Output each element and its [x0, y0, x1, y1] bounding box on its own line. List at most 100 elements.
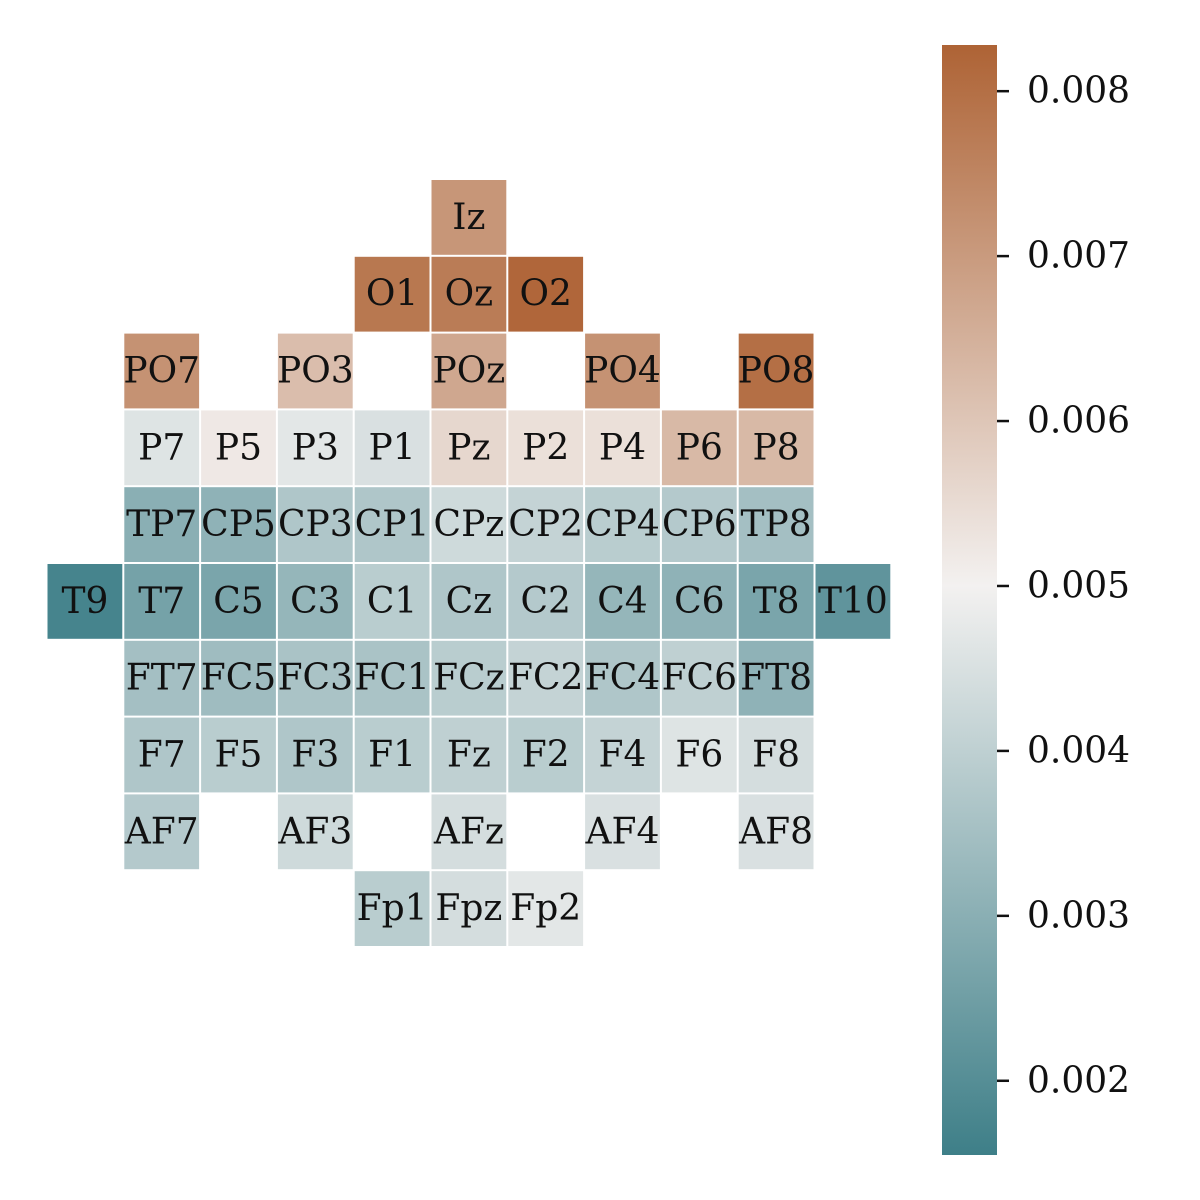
- electrode-cell-ft7: FT7: [124, 640, 200, 716]
- electrode-cell-rect: [738, 333, 814, 409]
- electrode-cell-c5: C5: [201, 564, 276, 639]
- electrode-label: C1: [367, 581, 417, 622]
- electrode-cell-rect: [738, 794, 814, 870]
- electrode-label: CP5: [201, 504, 276, 545]
- colorbar-tick: 0.005: [997, 565, 1130, 606]
- electrode-cell-c4: C4: [585, 564, 660, 639]
- electrode-cell-rect: [354, 410, 430, 486]
- electrode-cell-rect: [124, 564, 200, 639]
- electrode-cell-rect: [585, 717, 660, 793]
- electrode-label: F7: [138, 735, 186, 776]
- electrode-cell-p5: P5: [201, 410, 276, 486]
- electrode-cell-rect: [431, 256, 507, 332]
- electrode-label: Fpz: [435, 888, 502, 929]
- electrode-cell-rect: [277, 717, 353, 793]
- electrode-cell-rect: [508, 564, 584, 639]
- electrode-cell-p7: P7: [124, 410, 200, 486]
- electrode-cell-rect: [201, 410, 276, 486]
- electrode-cell-p1: P1: [354, 410, 430, 486]
- electrode-cell-rect: [431, 794, 507, 870]
- electrode-cell-tp8: TP8: [738, 487, 814, 562]
- electrode-cell-rect: [508, 717, 584, 793]
- electrode-label: PO8: [738, 351, 815, 392]
- electrode-cell-p8: P8: [738, 410, 814, 486]
- electrode-cell-t10: T10: [815, 564, 891, 639]
- electrode-cell-rect: [124, 640, 200, 716]
- electrode-cell-rect: [124, 487, 200, 562]
- electrode-cell-po8: PO8: [738, 333, 815, 409]
- electrode-label: CP3: [278, 504, 353, 545]
- colorbar-tick-label: 0.003: [1027, 895, 1130, 936]
- electrode-label: FC4: [585, 658, 660, 699]
- electrode-cell-o1: O1: [354, 256, 430, 332]
- colorbar-tick-label: 0.008: [1027, 71, 1130, 112]
- electrode-label: F8: [752, 735, 800, 776]
- electrode-cell-rect: [585, 487, 660, 562]
- colorbar-tick-label: 0.006: [1027, 401, 1130, 442]
- electrode-cell-rect: [738, 564, 814, 639]
- electrode-cell-cz: Cz: [431, 564, 507, 639]
- electrode-label: C3: [290, 581, 340, 622]
- electrode-cell-c1: C1: [354, 564, 430, 639]
- electrode-label: T9: [61, 581, 108, 622]
- electrode-label: PO7: [123, 351, 200, 392]
- electrode-cell-rect: [277, 564, 353, 639]
- electrode-cell-rect: [354, 717, 430, 793]
- electrode-label: T7: [138, 581, 185, 622]
- electrode-cell-cp3: CP3: [277, 487, 353, 562]
- electrode-label: P2: [522, 427, 569, 468]
- heatmap-grid: Iz O1 Oz O2 PO7 PO3 POz PO4 PO8 P7 P5 P3 P1 Pz P2 P4 P6 P…: [47, 180, 891, 946]
- colorbar-tick: 0.007: [997, 236, 1130, 277]
- electrode-label: AF8: [738, 811, 813, 852]
- electrode-cell-rect: [431, 564, 507, 639]
- electrode-cell-fp2: Fp2: [508, 871, 584, 946]
- electrode-cell-p4: P4: [585, 410, 660, 486]
- electrode-cell-t7: T7: [124, 564, 200, 639]
- electrode-label: PO3: [277, 351, 354, 392]
- electrode-label: TP8: [741, 504, 812, 545]
- electrode-cell-rect: [738, 640, 814, 716]
- electrode-label: PO4: [584, 351, 661, 392]
- electrode-label: FT7: [126, 658, 198, 699]
- electrode-cell-c3: C3: [277, 564, 353, 639]
- electrode-cell-rect: [661, 564, 737, 639]
- electrode-cell-rect: [124, 794, 200, 870]
- electrode-cell-fc2: FC2: [508, 640, 583, 716]
- electrode-cell-rect: [508, 410, 584, 486]
- electrode-cell-fcz: FCz: [431, 640, 507, 716]
- electrode-label: Cz: [446, 581, 493, 622]
- electrode-label: C5: [213, 581, 263, 622]
- colorbar-tick: 0.004: [997, 730, 1130, 771]
- electrode-label: T10: [818, 581, 888, 622]
- electrode-cell-rect: [508, 256, 584, 332]
- electrode-cell-af7: AF7: [124, 794, 200, 870]
- electrode-label: FC1: [354, 658, 429, 699]
- electrode-cell-cp4: CP4: [585, 487, 660, 562]
- electrode-label: C6: [674, 581, 724, 622]
- electrode-cell-rect: [431, 180, 507, 255]
- electrode-cell-rect: [354, 564, 430, 639]
- electrode-cell-rect: [201, 640, 276, 716]
- electrode-cell-rect: [277, 487, 353, 562]
- electrode-cell-rect: [354, 256, 430, 332]
- electrode-label: Fz: [447, 735, 491, 776]
- electrode-label: Iz: [452, 197, 485, 238]
- electrode-cell-rect: [354, 640, 430, 716]
- electrode-cell-po7: PO7: [123, 333, 200, 409]
- electrode-cell-o2: O2: [508, 256, 584, 332]
- electrode-cell-rect: [585, 640, 660, 716]
- electrode-cell-iz: Iz: [431, 180, 507, 255]
- electrode-cell-f8: F8: [738, 717, 814, 793]
- electrode-label: CPz: [434, 504, 505, 545]
- colorbar-ticks: 0.002 0.003 0.004 0.005 0.006 0.007 0.008: [997, 71, 1130, 1101]
- electrode-label: C4: [597, 581, 647, 622]
- electrode-cell-rect: [431, 333, 507, 409]
- electrode-label: FC2: [508, 658, 583, 699]
- electrode-cell-rect: [124, 410, 200, 486]
- electrode-label: FC6: [662, 658, 737, 699]
- electrode-cell-rect: [661, 487, 737, 562]
- electrode-label: F2: [522, 735, 570, 776]
- electrode-label: FT8: [740, 658, 812, 699]
- electrode-label: P7: [138, 427, 185, 468]
- electrode-label: O2: [519, 274, 571, 315]
